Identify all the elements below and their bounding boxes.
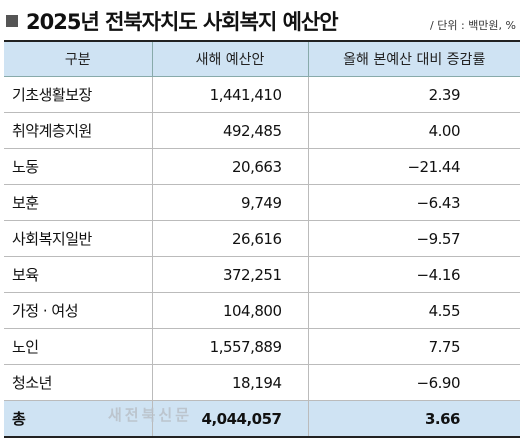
column-header-change: 올해 본예산 대비 증감률 — [307, 40, 520, 77]
title-bullet-square-icon — [6, 15, 18, 27]
total-change: 3.66 — [307, 400, 520, 438]
table-row: 가정 · 여성 104,800 4.55 — [4, 292, 520, 329]
table-row: 취약계층지원 492,485 4.00 — [4, 112, 520, 149]
row-budget: 1,441,410 — [151, 76, 308, 113]
table-row: 기초생활보장 1,441,410 2.39 — [4, 76, 520, 113]
infographic-title: 2025년 전북자치도 사회복지 예산안 — [26, 10, 339, 34]
row-budget: 18,194 — [151, 364, 308, 401]
row-budget: 9,749 — [151, 184, 308, 221]
total-category: 총 — [4, 400, 152, 438]
row-category: 기초생활보장 — [4, 76, 152, 113]
table-row: 노동 20,663 −21.44 — [4, 148, 520, 185]
row-budget: 26,616 — [151, 220, 308, 257]
row-change: 7.75 — [307, 328, 520, 365]
unit-label: / 단위 : 백만원, % — [430, 19, 516, 32]
total-budget: 4,044,057 — [151, 400, 308, 438]
budget-table: 구분 새해 예산안 올해 본예산 대비 증감률 기초생활보장 1,441,410… — [4, 40, 520, 438]
row-category: 청소년 — [4, 364, 152, 401]
table-row: 노인 1,557,889 7.75 — [4, 328, 520, 365]
row-change: −6.43 — [307, 184, 520, 221]
row-change: 4.55 — [307, 292, 520, 329]
table-row: 청소년 18,194 −6.90 — [4, 364, 520, 401]
row-change: 4.00 — [307, 112, 520, 149]
row-budget: 492,485 — [151, 112, 308, 149]
row-change: −21.44 — [307, 148, 520, 185]
table-header-row: 구분 새해 예산안 올해 본예산 대비 증감률 — [4, 40, 520, 77]
row-change: −9.57 — [307, 220, 520, 257]
title-row: 2025년 전북자치도 사회복지 예산안 / 단위 : 백만원, % — [4, 4, 520, 38]
table-row: 보훈 9,749 −6.43 — [4, 184, 520, 221]
row-category: 취약계층지원 — [4, 112, 152, 149]
table-row: 보육 372,251 −4.16 — [4, 256, 520, 293]
row-category: 보육 — [4, 256, 152, 293]
row-change: −4.16 — [307, 256, 520, 293]
row-budget: 104,800 — [151, 292, 308, 329]
row-category: 노인 — [4, 328, 152, 365]
column-header-budget: 새해 예산안 — [151, 40, 308, 77]
row-category: 사회복지일반 — [4, 220, 152, 257]
row-budget: 372,251 — [151, 256, 308, 293]
row-category: 노동 — [4, 148, 152, 185]
column-header-category: 구분 — [4, 40, 152, 77]
row-budget: 1,557,889 — [151, 328, 308, 365]
row-category: 보훈 — [4, 184, 152, 221]
total-row: 총 4,044,057 3.66 — [4, 400, 520, 438]
row-budget: 20,663 — [151, 148, 308, 185]
table-row: 사회복지일반 26,616 −9.57 — [4, 220, 520, 257]
row-change: −6.90 — [307, 364, 520, 401]
row-category: 가정 · 여성 — [4, 292, 152, 329]
row-change: 2.39 — [307, 76, 520, 113]
